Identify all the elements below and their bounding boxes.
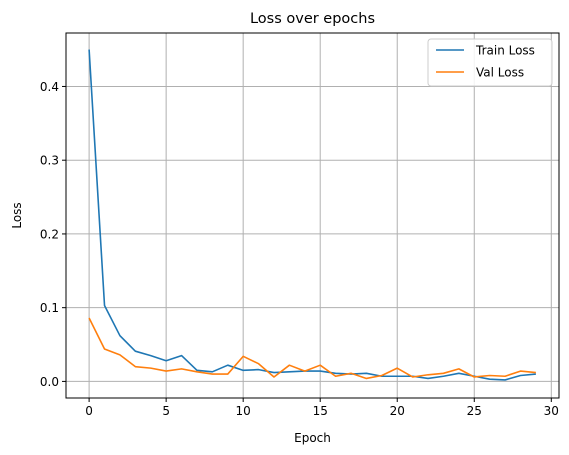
grid-lines — [66, 33, 559, 398]
axis-ticks: 0 5 10 15 20 25 30 0.0 0.1 0.2 0.3 0.4 — [40, 80, 559, 418]
x-tick-label: 15 — [313, 404, 328, 418]
y-tick-label: 0.0 — [40, 375, 59, 389]
legend-label-val-loss: Val Loss — [476, 66, 524, 80]
legend-label-train-loss: Train Loss — [475, 44, 535, 58]
legend: Train Loss Val Loss — [427, 38, 553, 87]
series-line-train-loss — [88, 49, 536, 381]
chart-title: Loss over epochs — [250, 11, 375, 27]
y-tick-label: 0.4 — [40, 80, 59, 94]
y-tick-label: 0.3 — [40, 154, 59, 168]
y-tick-label: 0.2 — [40, 227, 59, 241]
x-tick-label: 10 — [236, 404, 251, 418]
y-axis-label: Loss — [10, 202, 24, 228]
x-tick-label: 30 — [544, 404, 559, 418]
y-tick-label: 0.1 — [40, 301, 59, 315]
series-lines — [88, 49, 536, 381]
series-line-val-loss — [88, 317, 536, 380]
x-tick-label: 0 — [85, 404, 93, 418]
x-tick-label: 20 — [390, 404, 405, 418]
plot-frame — [65, 32, 560, 399]
x-tick-label: 5 — [162, 404, 170, 418]
x-tick-label: 25 — [467, 404, 482, 418]
x-axis-label: Epoch — [294, 431, 331, 445]
